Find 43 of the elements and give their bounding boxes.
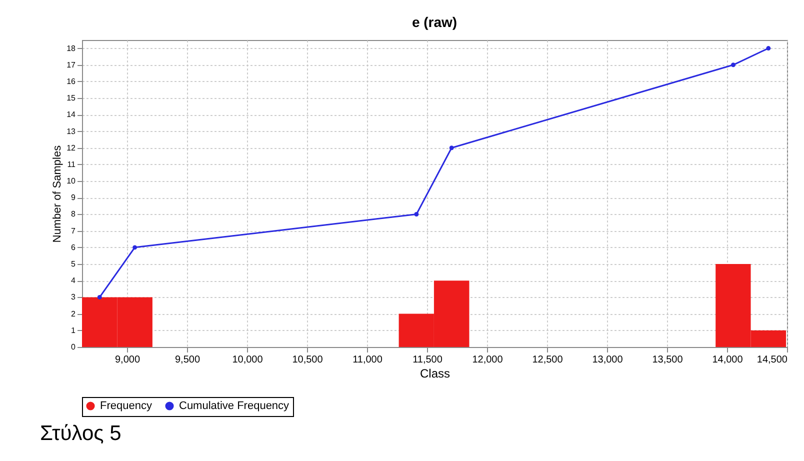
y-tick-label: 10 xyxy=(66,176,76,186)
y-tick-label: 8 xyxy=(71,210,76,219)
x-tick-label: 11,000 xyxy=(352,354,383,366)
y-tick-label: 11 xyxy=(67,160,76,169)
y-tick-label: 9 xyxy=(71,193,76,202)
x-tick-label: 9,000 xyxy=(114,354,140,366)
x-tick-label: 9,500 xyxy=(174,354,200,366)
x-tick-label: 10,000 xyxy=(232,354,264,366)
legend-label: Frequency xyxy=(100,400,152,412)
x-tick-label: 11,500 xyxy=(412,354,443,366)
y-tick-label: 2 xyxy=(71,309,76,318)
point xyxy=(97,294,102,300)
point xyxy=(449,146,454,150)
x-axis-title: Class xyxy=(420,366,450,380)
y-tick-label: 15 xyxy=(66,94,76,103)
y-tick-label: 5 xyxy=(71,260,76,269)
y-tick-label: 1 xyxy=(71,326,76,335)
y-tick-label: 16 xyxy=(66,76,76,86)
point xyxy=(731,62,736,68)
text: Στύλος 5 xyxy=(40,422,122,446)
y-tick-label: 12 xyxy=(66,143,76,152)
point xyxy=(132,245,138,250)
y-tick-label: 4 xyxy=(71,276,76,286)
legend-label: Cumulative Frequency xyxy=(179,400,290,412)
y-tick-label: 18 xyxy=(66,44,76,53)
x-tick-label: 12,000 xyxy=(472,354,504,366)
chart-title: e (raw) xyxy=(412,14,458,30)
y-tick-label: 14 xyxy=(66,110,76,120)
x-tick-label: 12,500 xyxy=(532,354,564,366)
y-tick-label: 7 xyxy=(71,226,76,236)
point xyxy=(414,212,419,216)
y-tick-label: 3 xyxy=(71,292,76,302)
y-axis-title: Number of Samples xyxy=(52,144,64,243)
x-tick-label: 13,000 xyxy=(592,354,624,366)
x-tick-label: 14,000 xyxy=(712,354,744,366)
y-tick-label: 13 xyxy=(66,126,76,136)
x-tick-label: 10,500 xyxy=(292,354,324,366)
y-tick-label: 17 xyxy=(66,60,76,70)
y-tick-label: 0 xyxy=(71,342,76,352)
y-tick-label: 6 xyxy=(71,242,76,252)
point xyxy=(766,46,771,51)
x-tick-label: 13,500 xyxy=(652,354,684,366)
x-tick-label: 14,500 xyxy=(756,354,788,366)
